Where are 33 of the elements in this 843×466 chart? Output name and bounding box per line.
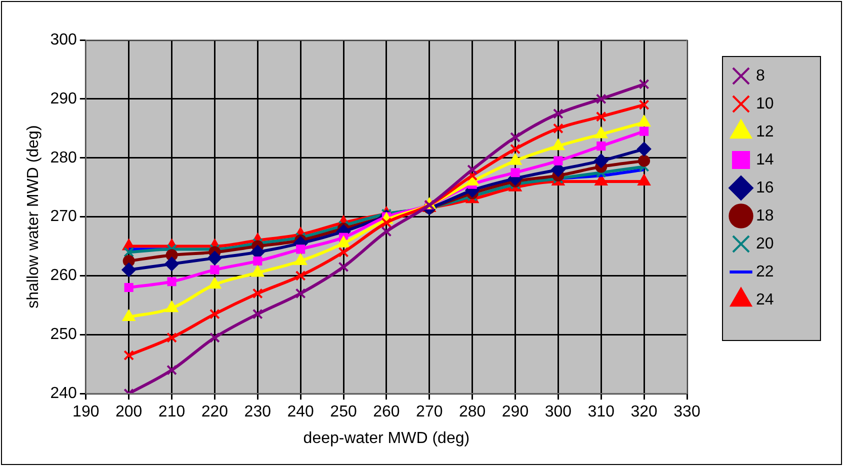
x-tick-label: 240	[287, 404, 314, 421]
x-tick-label: 280	[458, 404, 486, 421]
legend-label: 20	[756, 235, 774, 252]
x-tick-label: 330	[674, 404, 700, 421]
x-tick-label: 190	[72, 404, 100, 421]
y-tick-label: 260	[50, 267, 77, 284]
y-tick-label: 300	[50, 31, 77, 48]
legend-label: 18	[756, 207, 774, 224]
x-tick-label: 250	[330, 404, 357, 421]
legend-label: 12	[756, 123, 774, 140]
x-tick-label: 320	[630, 404, 658, 421]
x-tick-label: 230	[244, 404, 272, 421]
x-tick-label: 270	[416, 404, 443, 421]
y-axis-title: shallow water MWD (deg)	[25, 125, 42, 308]
y-tick-label: 270	[50, 208, 77, 226]
legend-label: 24	[756, 291, 774, 308]
x-tick-label: 220	[201, 404, 228, 421]
legend-label: 14	[756, 151, 774, 168]
legend-label: 8	[756, 67, 765, 84]
x-tick-label: 290	[502, 404, 529, 421]
x-axis-title: deep-water MWD (deg)	[303, 430, 470, 447]
x-tick-label: 210	[158, 404, 186, 421]
y-tick-label: 280	[50, 149, 77, 166]
x-tick-label: 200	[115, 404, 142, 421]
y-tick-label: 240	[50, 385, 77, 402]
legend-label: 22	[756, 263, 774, 280]
x-tick-label: 310	[588, 404, 615, 421]
x-tick-label: 300	[544, 404, 572, 421]
y-tick-label: 290	[50, 90, 77, 108]
legend-label: 16	[756, 179, 774, 196]
legend-label: 10	[756, 95, 774, 112]
x-tick-label: 260	[373, 404, 400, 421]
y-tick-label: 250	[50, 326, 77, 344]
